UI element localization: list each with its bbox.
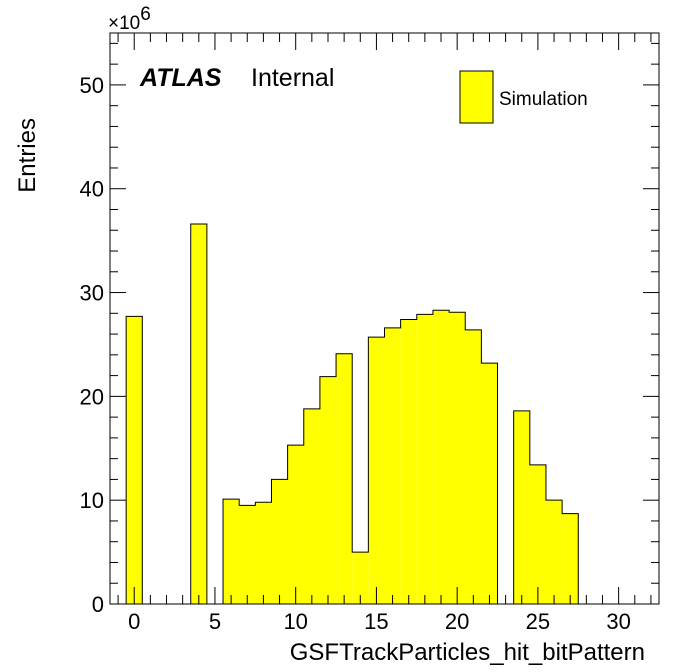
histogram-bar [271,479,288,604]
histogram-bar [529,464,546,604]
plot-frame [109,32,660,605]
histogram-bar [481,363,498,604]
histogram-bar [303,408,320,604]
histogram-bar [255,502,272,604]
x-tick-label: 5 [209,609,221,634]
y-axis-multiplier: ×106 [108,4,151,34]
x-tick-label: 0 [128,609,140,634]
legend-label-simulation: Simulation [499,89,588,110]
axis-ticks [110,33,659,605]
histogram-bar [287,445,304,604]
histogram-bars [125,223,579,604]
legend-swatch-simulation [459,70,494,124]
atlas-label: ATLAS [139,64,222,92]
histogram-bar [513,410,530,604]
multiplier-exponent: 6 [140,4,151,25]
histogram-bar [384,327,401,604]
histogram-bar [352,552,369,604]
y-tick-label: 30 [80,281,104,306]
multiplier-base: ×10 [108,13,140,34]
histogram-bar [449,312,466,604]
x-tick-label: 20 [445,609,469,634]
internal-label: Internal [251,64,334,92]
axis-tick-labels: 0 5 10 15 20 25 30 0 10 20 30 40 50 [80,73,631,634]
x-tick-label: 30 [606,609,630,634]
histogram-bar [223,499,240,604]
histogram-bar [239,505,256,604]
histogram-bar [319,376,337,604]
y-tick-label: 0 [92,592,104,617]
x-tick-label: 15 [364,609,388,634]
histogram-bar [190,224,207,604]
histogram-bar [368,337,385,604]
x-axis-title: GSFTrackParticles_hit_bitPattern [290,639,645,666]
y-tick-label: 20 [80,384,104,409]
histogram-outline [125,223,579,604]
histogram-bar [562,513,579,604]
histogram-bar [336,353,353,604]
histogram-bar [432,310,450,604]
histogram-bar [545,500,563,604]
histogram-bar [465,329,482,604]
histogram-bar [126,316,143,604]
x-tick-label: 10 [283,609,307,634]
x-tick-label: 25 [526,609,550,634]
y-tick-label: 50 [80,73,104,98]
y-tick-label: 40 [80,177,104,202]
histogram-bar [416,314,433,604]
histogram-bar [400,319,417,604]
y-axis-title: Entries [14,118,41,193]
y-tick-label: 10 [80,488,104,513]
